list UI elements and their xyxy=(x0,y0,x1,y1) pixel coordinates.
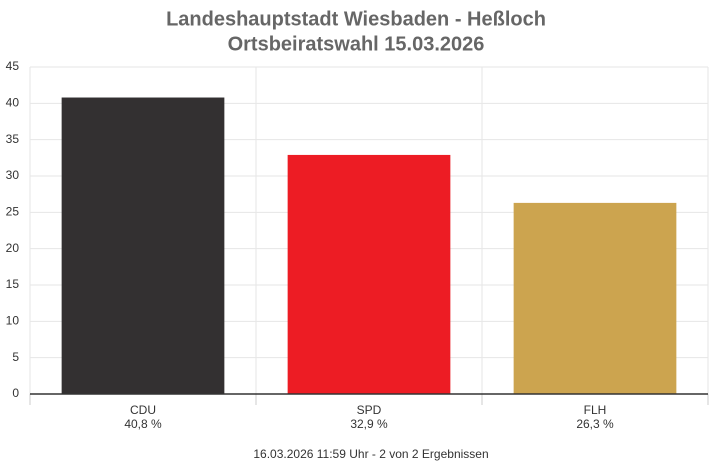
chart-subtitle: Ortsbeiratswahl 15.03.2026 xyxy=(228,33,485,55)
value-label: 40,8 % xyxy=(124,417,162,431)
y-tick-label: 35 xyxy=(6,132,20,146)
chart-title: Landeshauptstadt Wiesbaden - Heßloch xyxy=(166,8,546,30)
bar xyxy=(287,154,451,394)
bar xyxy=(513,202,677,394)
y-tick-label: 45 xyxy=(6,59,20,73)
y-tick-label: 30 xyxy=(6,168,20,182)
y-tick-label: 15 xyxy=(6,277,20,291)
y-tick-label: 0 xyxy=(12,386,19,400)
x-tick-label: SPD xyxy=(357,403,382,417)
y-tick-label: 20 xyxy=(6,241,20,255)
y-tick-label: 25 xyxy=(6,205,20,219)
y-tick-label: 10 xyxy=(6,314,20,328)
bar xyxy=(61,97,225,395)
y-tick-label: 40 xyxy=(6,96,20,110)
caption: 16.03.2026 11:59 Uhr - 2 von 2 Ergebniss… xyxy=(253,447,488,461)
y-tick-label: 5 xyxy=(12,350,19,364)
value-label: 26,3 % xyxy=(576,417,614,431)
value-label: 32,9 % xyxy=(350,417,388,431)
x-tick-label: CDU xyxy=(130,403,156,417)
x-tick-label: FLH xyxy=(584,403,607,417)
